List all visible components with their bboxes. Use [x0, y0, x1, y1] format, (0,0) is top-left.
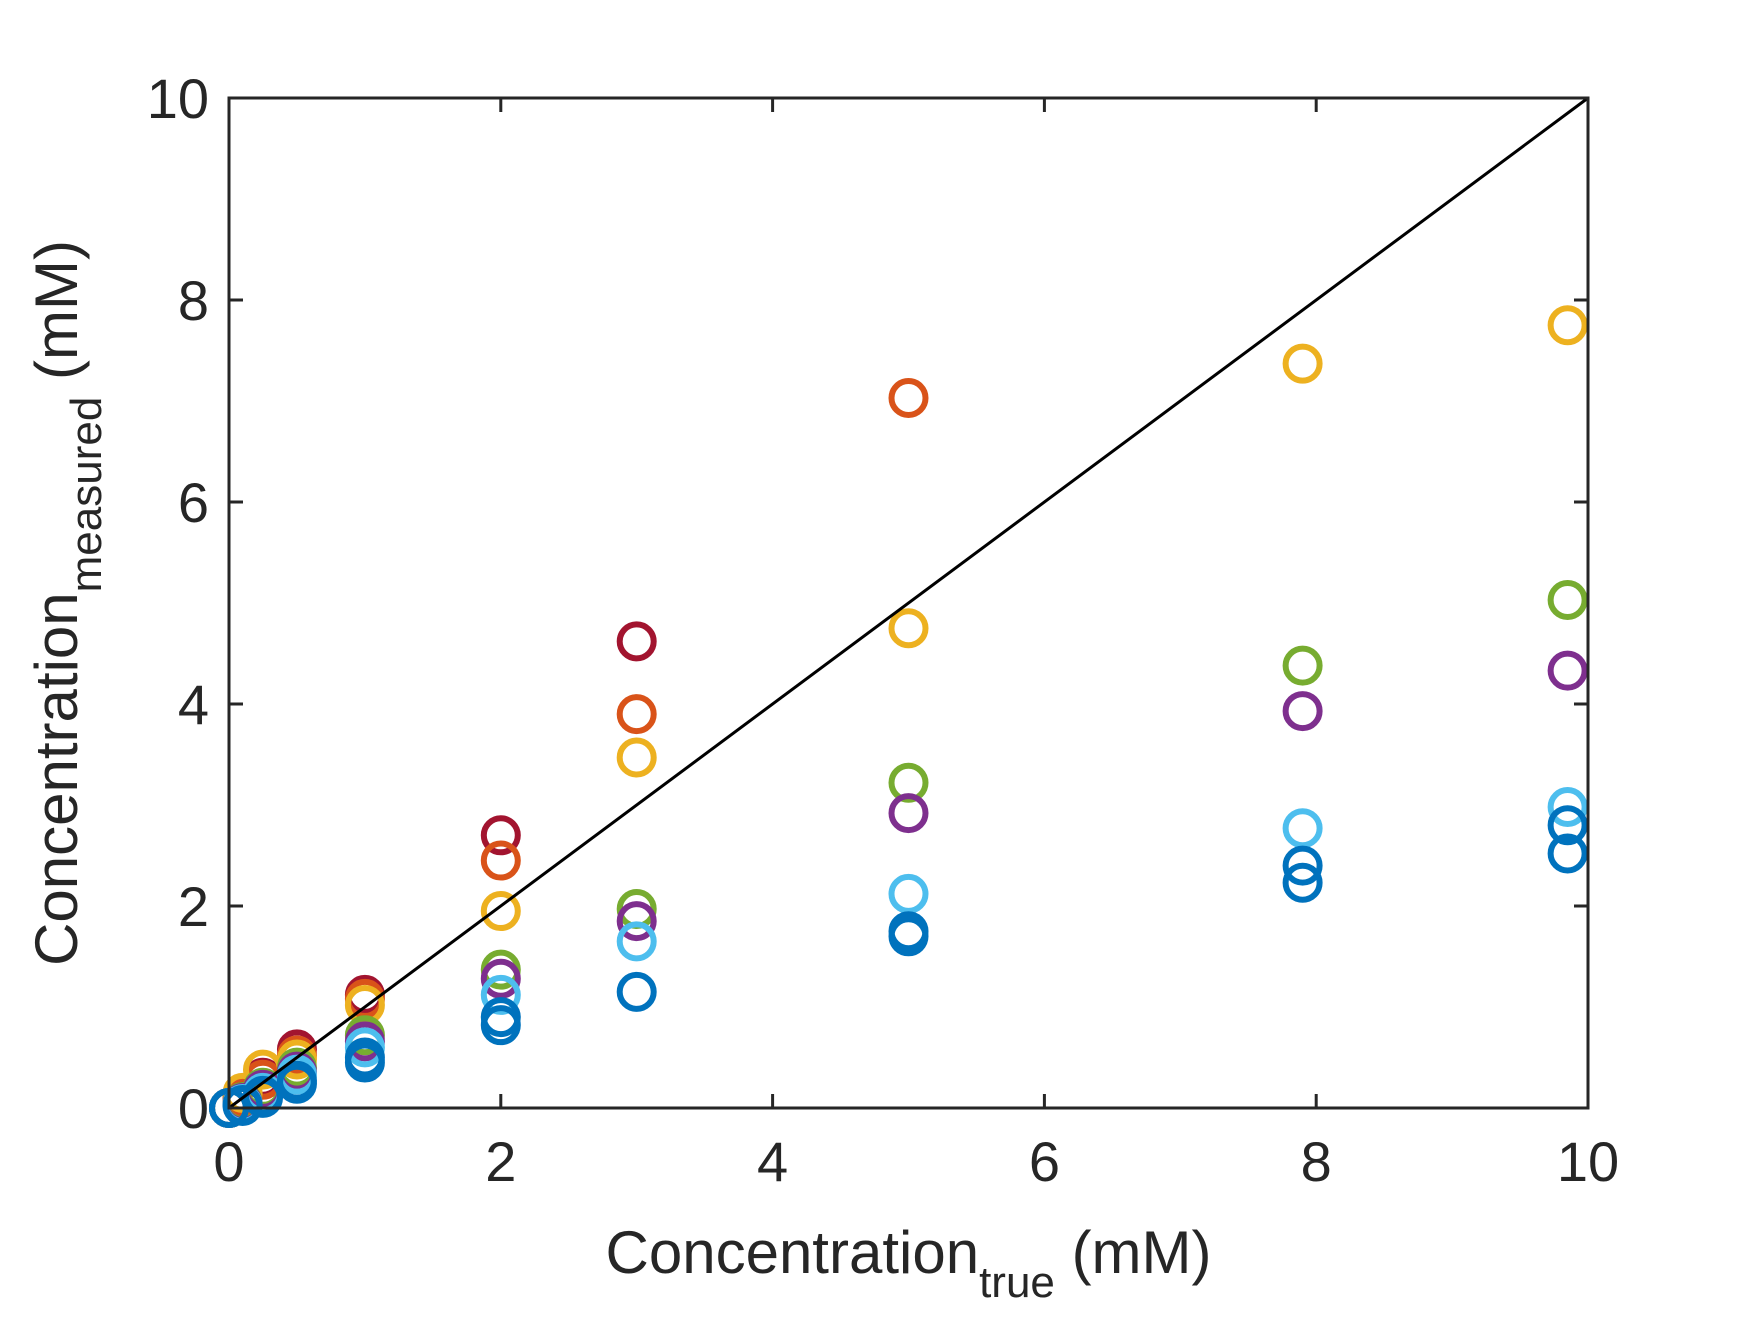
data-point — [480, 891, 521, 932]
data-point — [1547, 579, 1588, 620]
data-point — [1547, 833, 1588, 874]
data-point — [888, 608, 929, 649]
y-tick-label: 2 — [178, 875, 209, 938]
series-6 — [209, 787, 1588, 1128]
x-tick-label: 2 — [485, 1130, 516, 1193]
data-point — [616, 921, 657, 962]
x-axis-label-unit: (mM) — [1055, 1219, 1212, 1286]
x-axis-label-subscript: true — [979, 1258, 1055, 1307]
y-tick-label: 4 — [178, 673, 209, 736]
y-axis-label: Concentrationmeasured (mM) — [23, 240, 111, 966]
data-point — [888, 916, 929, 957]
y-axis-label-main: Concentration — [23, 592, 90, 966]
series-3 — [209, 305, 1588, 1128]
data-point — [616, 694, 657, 735]
series-2 — [209, 377, 929, 1128]
y-tick-label: 8 — [178, 269, 209, 332]
data-point — [480, 815, 521, 856]
x-axis-label-main: Concentration — [606, 1219, 980, 1286]
data-point — [1547, 787, 1588, 828]
data-point — [480, 958, 521, 999]
data-point — [276, 1063, 317, 1104]
data-point — [480, 840, 521, 881]
y-axis-label-subscript: measured — [62, 397, 111, 593]
y-tick-label: 0 — [178, 1077, 209, 1140]
data-point — [616, 901, 657, 942]
data-point — [480, 1005, 521, 1046]
axes-box — [227, 96, 1590, 1110]
data-point — [888, 377, 929, 418]
data-point — [1547, 650, 1588, 691]
y-axis-label-unit: (mM) — [23, 240, 90, 397]
data-point — [888, 793, 929, 834]
data-point — [1282, 808, 1323, 849]
y-tick-label: 10 — [147, 67, 209, 130]
data-point — [1282, 862, 1323, 903]
x-tick-label: 6 — [1029, 1130, 1060, 1193]
x-tick-label: 4 — [757, 1130, 788, 1193]
data-point — [1282, 343, 1323, 384]
data-point — [1547, 805, 1588, 846]
data-point — [616, 971, 657, 1012]
data-point — [480, 974, 521, 1015]
x-tick-label: 8 — [1301, 1130, 1332, 1193]
x-tick-label: 10 — [1557, 1130, 1619, 1193]
x-tick-label: 0 — [213, 1130, 244, 1193]
identity-reference-line — [228, 96, 1589, 1110]
data-point — [888, 873, 929, 914]
data-point — [616, 737, 657, 778]
data-marks — [209, 305, 1588, 1128]
data-point — [1547, 305, 1588, 346]
x-axis-label: Concentrationtrue (mM) — [606, 1219, 1212, 1307]
data-point — [1282, 845, 1323, 886]
data-point — [1282, 691, 1323, 732]
axis-ticks: 0 2 4 6 8 10 0 2 4 6 8 10 — [147, 67, 1619, 1193]
data-point — [222, 1085, 263, 1126]
data-point — [344, 1042, 385, 1083]
series-5 — [209, 650, 1588, 1128]
data-point — [888, 762, 929, 803]
data-point — [616, 621, 657, 662]
y-tick-label: 6 — [178, 471, 209, 534]
series-4 — [209, 579, 1588, 1128]
data-point — [1282, 645, 1323, 686]
